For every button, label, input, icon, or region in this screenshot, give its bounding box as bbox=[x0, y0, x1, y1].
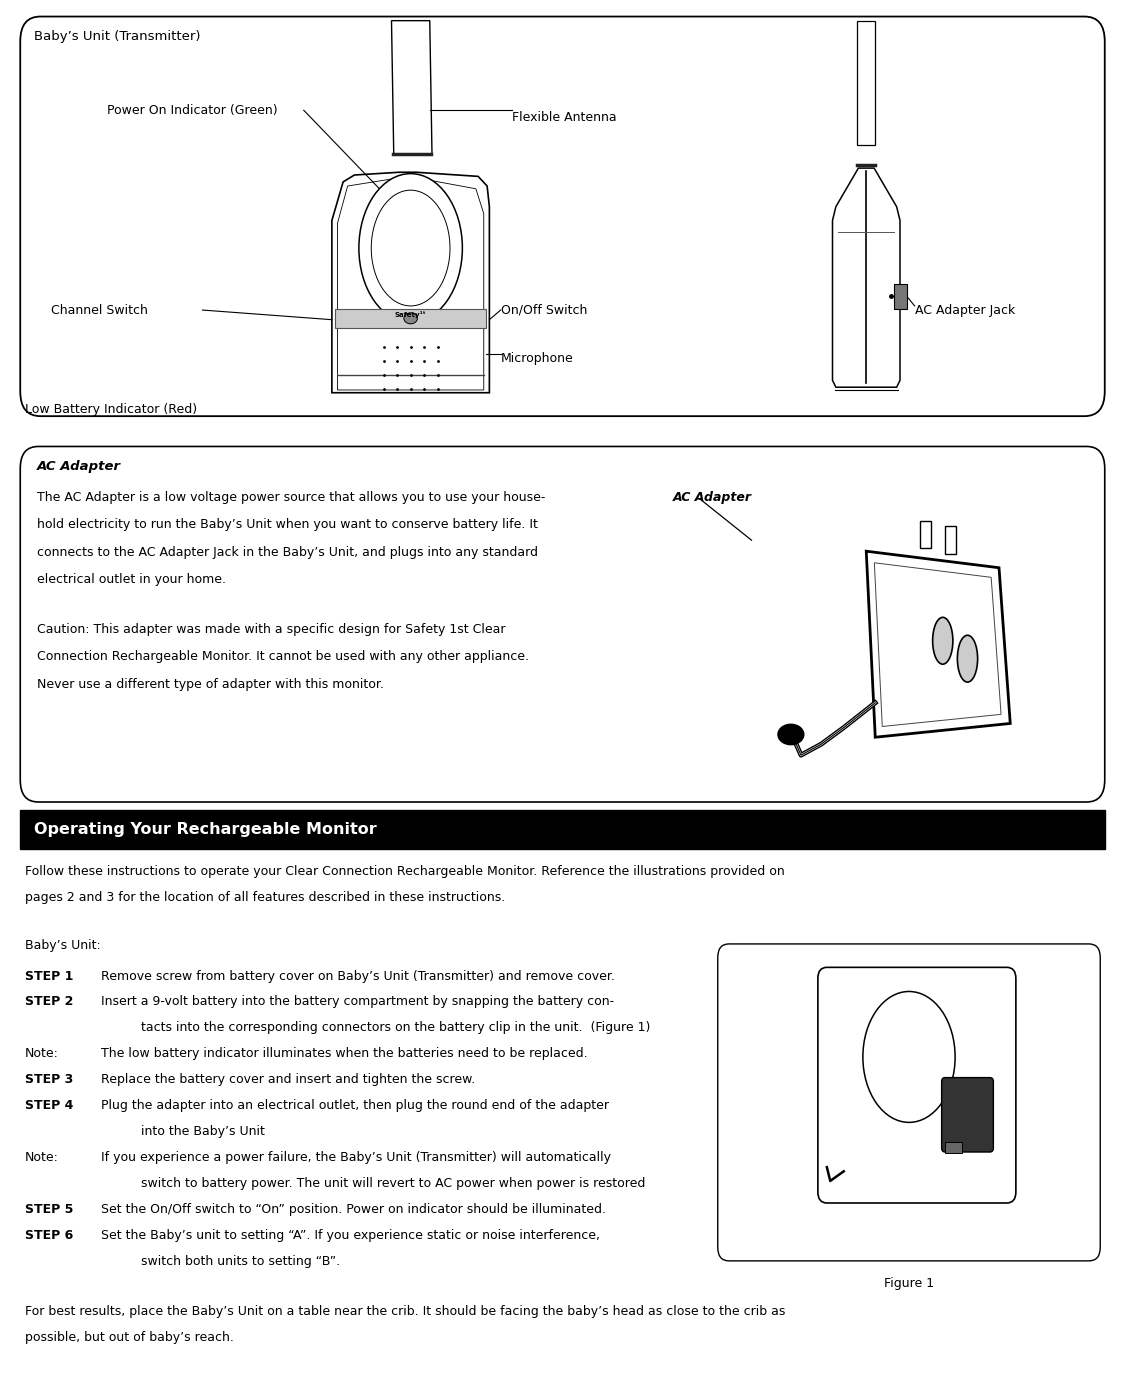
Text: tacts into the corresponding connectors on the battery clip in the unit.  (Figur: tacts into the corresponding connectors … bbox=[141, 1021, 650, 1035]
FancyBboxPatch shape bbox=[20, 17, 1105, 416]
Text: switch to battery power. The unit will revert to AC power when power is restored: switch to battery power. The unit will r… bbox=[141, 1177, 645, 1189]
Text: electrical outlet in your home.: electrical outlet in your home. bbox=[37, 573, 226, 586]
Text: Flexible Antenna: Flexible Antenna bbox=[512, 110, 616, 124]
Text: hold electricity to run the Baby’s Unit when you want to conserve battery life. : hold electricity to run the Baby’s Unit … bbox=[37, 518, 538, 531]
FancyBboxPatch shape bbox=[718, 944, 1100, 1261]
Text: STEP 3: STEP 3 bbox=[25, 1073, 73, 1086]
Ellipse shape bbox=[933, 617, 953, 664]
Bar bbox=[945, 526, 956, 554]
Text: Connection Rechargeable Monitor. It cannot be used with any other appliance.: Connection Rechargeable Monitor. It cann… bbox=[37, 650, 529, 663]
Polygon shape bbox=[832, 168, 900, 387]
Polygon shape bbox=[392, 21, 432, 154]
Text: possible, but out of baby’s reach.: possible, but out of baby’s reach. bbox=[25, 1331, 234, 1344]
Text: Baby’s Unit (Transmitter): Baby’s Unit (Transmitter) bbox=[34, 30, 200, 43]
FancyBboxPatch shape bbox=[942, 1078, 993, 1152]
Text: Operating Your Rechargeable Monitor: Operating Your Rechargeable Monitor bbox=[34, 823, 377, 836]
Text: pages 2 and 3 for the location of all features described in these instructions.: pages 2 and 3 for the location of all fe… bbox=[25, 892, 505, 904]
Text: Microphone: Microphone bbox=[501, 351, 574, 365]
Ellipse shape bbox=[957, 635, 978, 682]
Text: STEP 1: STEP 1 bbox=[25, 970, 73, 983]
Text: AC Adapter: AC Adapter bbox=[673, 491, 752, 503]
Text: AC Adapter: AC Adapter bbox=[37, 460, 122, 473]
Bar bbox=[920, 521, 931, 548]
Ellipse shape bbox=[863, 992, 955, 1122]
Bar bbox=[335, 309, 486, 328]
Text: Channel Switch: Channel Switch bbox=[51, 303, 147, 317]
Text: Baby’s Unit:: Baby’s Unit: bbox=[25, 940, 100, 952]
Polygon shape bbox=[332, 172, 489, 393]
Polygon shape bbox=[857, 21, 875, 145]
Text: Replace the battery cover and insert and tighten the screw.: Replace the battery cover and insert and… bbox=[101, 1073, 476, 1086]
Text: Set the Baby’s unit to setting “A”. If you experience static or noise interferen: Set the Baby’s unit to setting “A”. If y… bbox=[101, 1229, 601, 1242]
Text: STEP 2: STEP 2 bbox=[25, 995, 73, 1009]
FancyBboxPatch shape bbox=[818, 967, 1016, 1203]
Text: Caution: This adapter was made with a specific design for Safety 1st Clear: Caution: This adapter was made with a sp… bbox=[37, 623, 505, 635]
Text: If you experience a power failure, the Baby’s Unit (Transmitter) will automatica: If you experience a power failure, the B… bbox=[101, 1151, 611, 1164]
Bar bbox=[945, 1142, 962, 1153]
Text: into the Baby’s Unit: into the Baby’s Unit bbox=[141, 1124, 264, 1138]
FancyBboxPatch shape bbox=[20, 446, 1105, 802]
Text: Set the On/Off switch to “On” position. Power on indicator should be illuminated: Set the On/Off switch to “On” position. … bbox=[101, 1203, 606, 1215]
Text: Note:: Note: bbox=[25, 1151, 58, 1164]
Text: Low Battery Indicator (Red): Low Battery Indicator (Red) bbox=[25, 402, 197, 416]
Text: Power On Indicator (Green): Power On Indicator (Green) bbox=[107, 103, 278, 117]
Text: connects to the AC Adapter Jack in the Baby’s Unit, and plugs into any standard: connects to the AC Adapter Jack in the B… bbox=[37, 546, 538, 558]
Text: Remove screw from battery cover on Baby’s Unit (Transmitter) and remove cover.: Remove screw from battery cover on Baby’… bbox=[101, 970, 615, 983]
Ellipse shape bbox=[371, 190, 450, 306]
Text: Note:: Note: bbox=[25, 1047, 58, 1060]
Text: Never use a different type of adapter with this monitor.: Never use a different type of adapter wi… bbox=[37, 678, 384, 690]
Text: STEP 6: STEP 6 bbox=[25, 1229, 73, 1242]
Bar bbox=[20, 810, 1105, 849]
Ellipse shape bbox=[359, 174, 462, 322]
Text: For best results, place the Baby’s Unit on a table near the crib. It should be f: For best results, place the Baby’s Unit … bbox=[25, 1305, 785, 1319]
Text: Plug the adapter into an electrical outlet, then plug the round end of the adapt: Plug the adapter into an electrical outl… bbox=[101, 1100, 610, 1112]
Text: Follow these instructions to operate your Clear Connection Rechargeable Monitor.: Follow these instructions to operate you… bbox=[25, 865, 784, 878]
Text: switch both units to setting “B”.: switch both units to setting “B”. bbox=[141, 1254, 340, 1268]
Text: Figure 1: Figure 1 bbox=[884, 1277, 934, 1290]
Text: Safety¹ᵗ: Safety¹ᵗ bbox=[395, 310, 426, 318]
Ellipse shape bbox=[404, 313, 417, 324]
Ellipse shape bbox=[778, 725, 803, 744]
Text: On/Off Switch: On/Off Switch bbox=[501, 303, 587, 317]
Text: Insert a 9-volt battery into the battery compartment by snapping the battery con: Insert a 9-volt battery into the battery… bbox=[101, 995, 614, 1009]
Text: STEP 4: STEP 4 bbox=[25, 1100, 73, 1112]
Text: The low battery indicator illuminates when the batteries need to be replaced.: The low battery indicator illuminates wh… bbox=[101, 1047, 588, 1060]
Text: STEP 5: STEP 5 bbox=[25, 1203, 73, 1215]
Text: The AC Adapter is a low voltage power source that allows you to use your house-: The AC Adapter is a low voltage power so… bbox=[37, 491, 546, 503]
Bar bbox=[894, 284, 907, 309]
Text: AC Adapter Jack: AC Adapter Jack bbox=[915, 303, 1015, 317]
Polygon shape bbox=[866, 551, 1010, 737]
